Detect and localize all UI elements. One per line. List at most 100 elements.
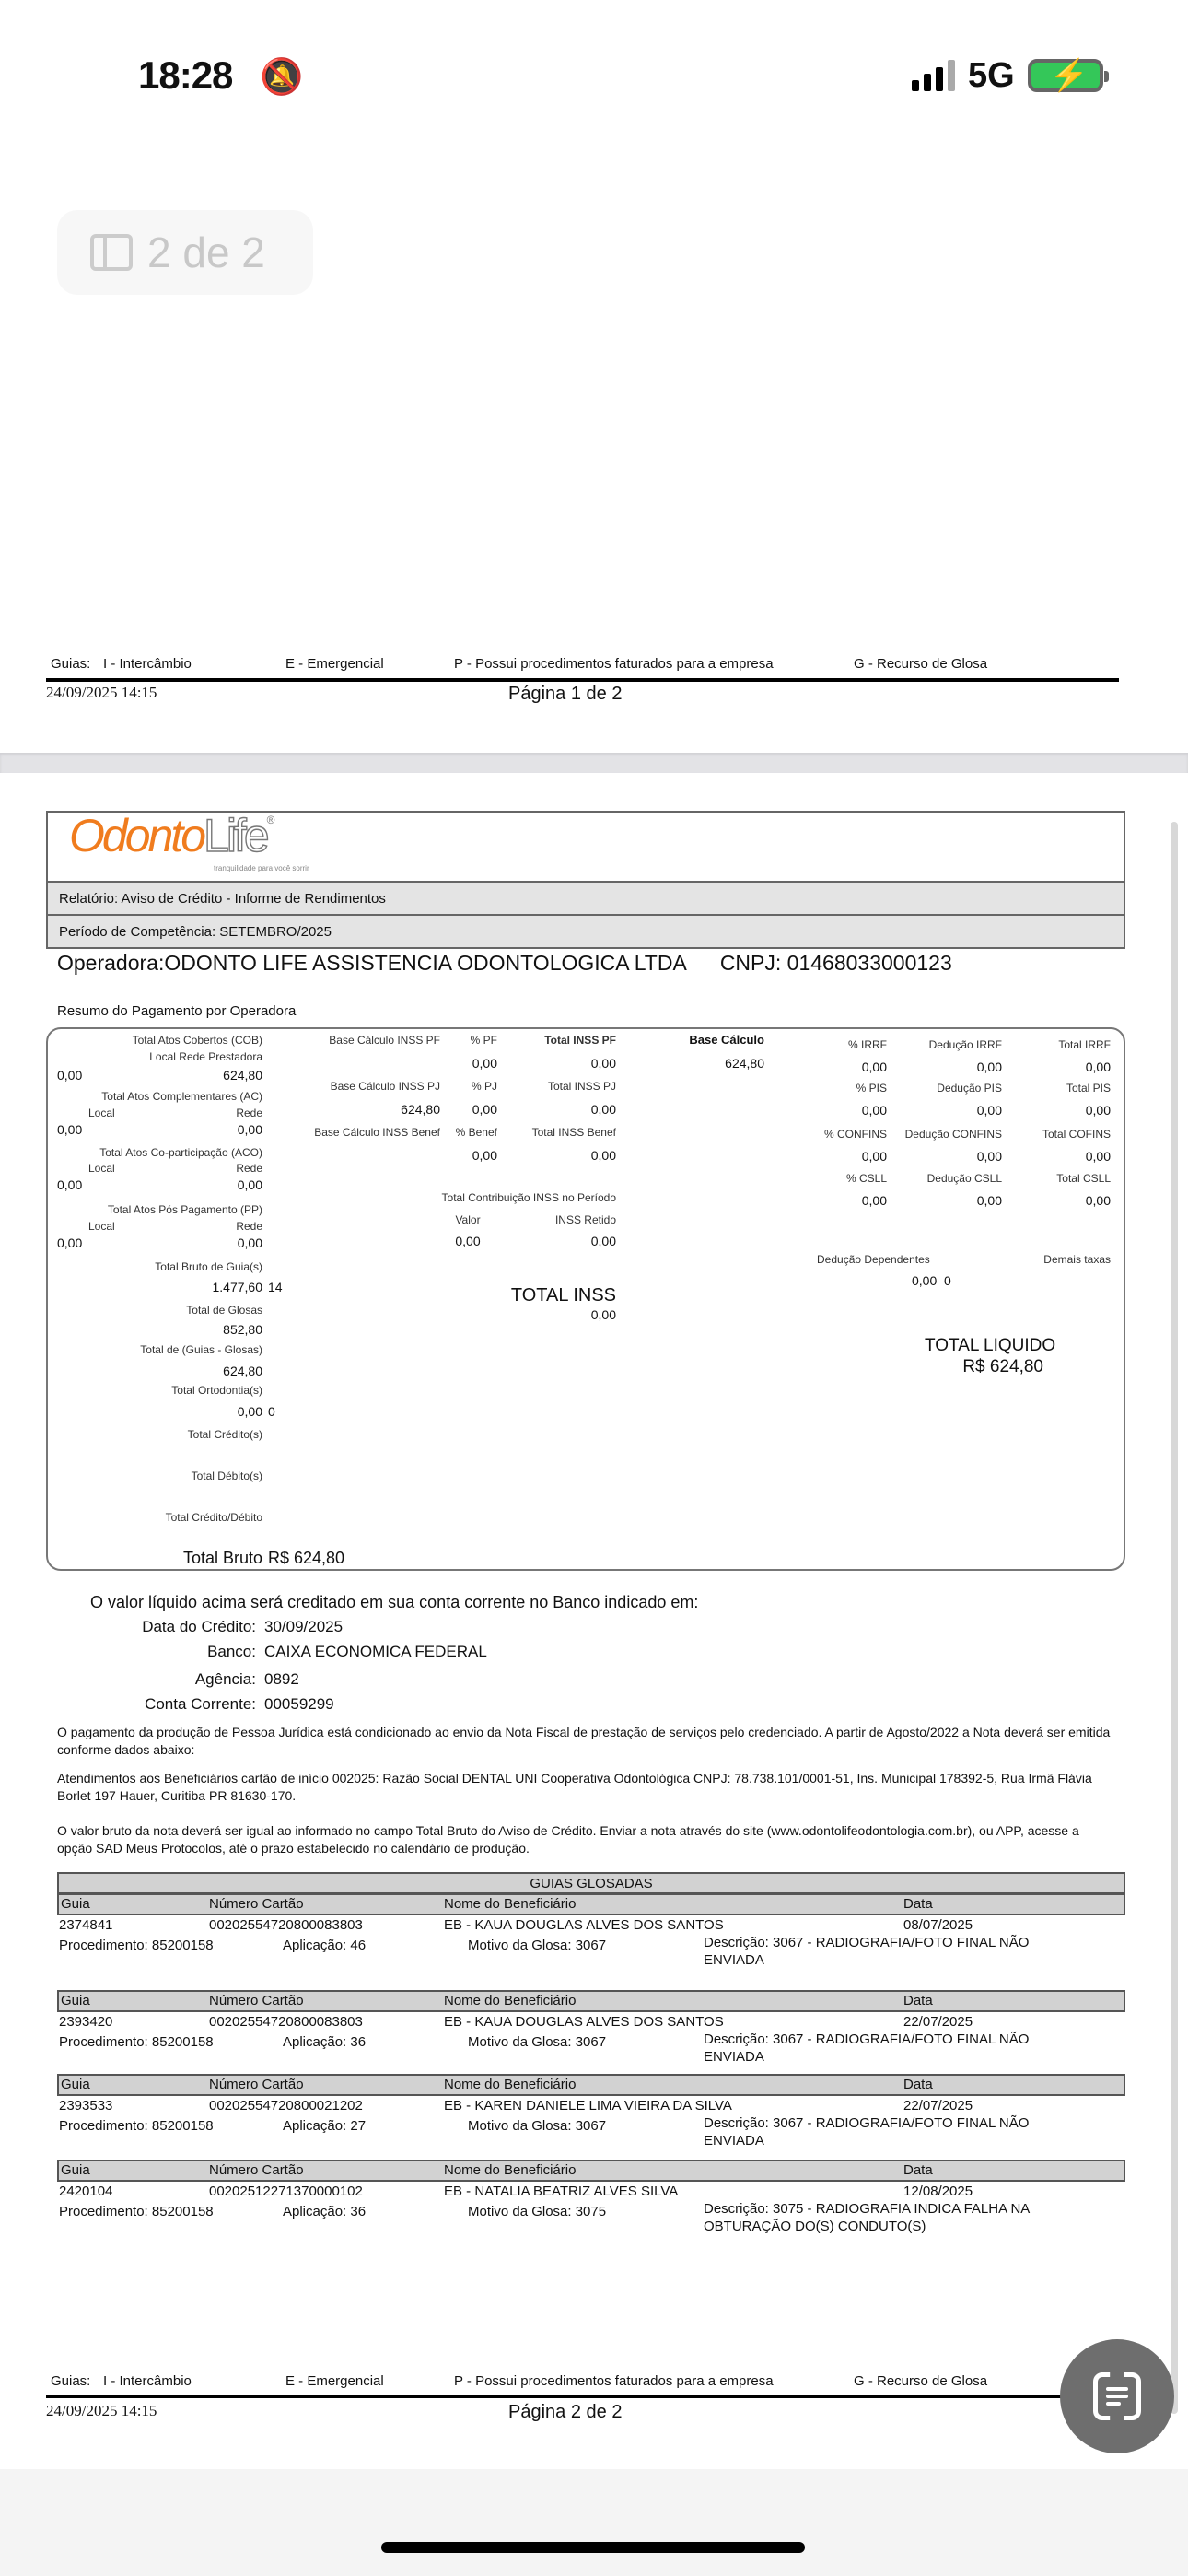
card-number: 00202554720800083803	[209, 2014, 363, 2030]
label: % CSLL	[845, 1172, 887, 1185]
column-header: Data	[903, 2077, 933, 2092]
label: Dedução Dependentes	[817, 1253, 930, 1266]
credit-value: 30/09/2025	[264, 1618, 344, 1635]
column-header: Número Cartão	[209, 1896, 304, 1912]
value: 0,00	[472, 1056, 497, 1071]
credit-value: CAIXA ECONOMICA FEDERAL	[264, 1643, 487, 1660]
label: Total de (Guias - Glosas)	[140, 1343, 262, 1356]
legend-item: P - Possui procedimentos faturados para …	[454, 656, 774, 672]
label: Total INSS PF	[544, 1034, 616, 1047]
column-header: Número Cartão	[209, 1993, 304, 2008]
credit-intro: O valor líquido acima será creditado em …	[90, 1593, 699, 1611]
label: Total Atos Pós Pagamento (PP)	[107, 1203, 262, 1216]
scrollbar[interactable]	[1171, 822, 1178, 2414]
label: Dedução CSLL	[926, 1172, 1002, 1185]
procedure: Procedimento: 85200158	[59, 2118, 214, 2134]
label: % Benef	[455, 1126, 497, 1139]
label: % CONFINS	[823, 1128, 887, 1141]
card-number: 00202512271370000102	[209, 2184, 363, 2199]
column-header: Guia	[61, 2077, 90, 2092]
credit-value: 0892	[264, 1670, 299, 1688]
label: Base Cálculo INSS PJ	[330, 1080, 440, 1093]
label: Total Crédito/Débito	[165, 1511, 262, 1524]
application: Aplicação: 36	[283, 2204, 367, 2219]
operator-row: Operadora:ODONTO LIFE ASSISTENCIA ODONTO…	[57, 951, 952, 976]
live-text-button[interactable]	[1060, 2339, 1174, 2453]
value: 0,00	[1085, 1193, 1111, 1208]
section-title: Resumo do Pagamento por Operadora	[57, 1003, 297, 1019]
legend-item: G - Recurso de Glosa	[854, 656, 988, 672]
label: Total COFINS	[1042, 1128, 1111, 1141]
label: Total Atos Complementares (AC)	[101, 1090, 262, 1103]
label: % IRRF	[848, 1038, 887, 1051]
battery-charging-icon: ⚡	[1027, 58, 1109, 93]
value: 0,00 0	[912, 1273, 951, 1288]
printed-date: 24/09/2025 14:15	[46, 2402, 157, 2419]
value: 0,00	[237, 1122, 262, 1137]
label: % PF	[470, 1034, 497, 1047]
gloss-reason: Motivo da Glosa: 3075	[468, 2204, 607, 2219]
gloss-reason: Motivo da Glosa: 3067	[468, 2034, 607, 2050]
value: 0,00	[590, 1102, 616, 1117]
column-header: Data	[903, 1993, 933, 2008]
value: 1.477,60	[212, 1280, 263, 1294]
signal-icon	[912, 60, 955, 91]
value: 0,00	[57, 1122, 83, 1137]
legend-label: Guias:	[51, 656, 91, 672]
value: 0,00	[1085, 1149, 1111, 1164]
label: Local	[88, 1107, 115, 1119]
total-inss-label: TOTAL INSS	[510, 1285, 616, 1306]
label: Total CSLL	[1056, 1172, 1111, 1185]
label: Local Rede Prestadora	[149, 1050, 262, 1063]
value: 0,00	[861, 1149, 887, 1164]
credit-label: Conta Corrente:	[145, 1695, 256, 1713]
application: Aplicação: 46	[283, 1938, 367, 1953]
value: 0,00	[976, 1060, 1002, 1074]
label: Local	[88, 1220, 115, 1233]
label: Valor	[455, 1213, 481, 1226]
gloss-description: Descrição: 3067 - RADIOGRAFIA/FOTO FINAL…	[704, 2032, 1030, 2065]
label: Base Cálculo	[689, 1033, 764, 1047]
operator-cnpj: CNPJ: 01468033000123	[719, 951, 952, 975]
column-header: Nome do Beneficiário	[444, 1993, 577, 2008]
home-indicator[interactable]	[381, 2542, 805, 2553]
card-number: 00202554720800083803	[209, 1917, 363, 1933]
value: 0,00	[1085, 1060, 1111, 1074]
period-value: Período de Competência: SETEMBRO/2025	[59, 924, 332, 940]
value: 0,00	[472, 1102, 497, 1117]
total-bruto-value: R$ 624,80	[268, 1549, 345, 1567]
total-bruto-label: Total Bruto	[182, 1549, 262, 1567]
label: Total INSS PJ	[547, 1080, 616, 1093]
beneficiary-name: EB - KAUA DOUGLAS ALVES DOS SANTOS	[444, 2014, 724, 2030]
value: 0,00	[237, 1235, 262, 1250]
value: 0,00	[1085, 1103, 1111, 1118]
printed-date: 24/09/2025 14:15	[46, 684, 157, 701]
page-indicator[interactable]: 2 de 2	[57, 210, 313, 295]
page-number: Página 2 de 2	[508, 2402, 623, 2422]
table-header-row: Guia Número Cartão Nome do Beneficiário Dat…	[57, 1893, 1125, 1915]
note-beneficiarios: Atendimentos aos Beneficiários cartão de…	[57, 1771, 1092, 1803]
odontolife-logo: OdontoLife®	[69, 810, 274, 861]
value: 0,00	[861, 1103, 887, 1118]
value: 0,00	[237, 1404, 262, 1419]
value: 624,80	[223, 1364, 262, 1378]
value: 0,00	[976, 1103, 1002, 1118]
table-header-row: Guia Número Cartão Nome do Beneficiário Dat…	[57, 2160, 1125, 2182]
label: Total Ortodontia(s)	[171, 1384, 262, 1397]
label: Total Bruto de Guia(s)	[155, 1260, 262, 1273]
value: 624,80	[401, 1102, 440, 1117]
legend-item: I - Intercâmbio	[103, 656, 192, 672]
label: Total Atos Cobertos (COB)	[132, 1034, 262, 1047]
value: 0,00	[861, 1060, 887, 1074]
beneficiary-name: EB - NATALIA BEATRIZ ALVES SILVA	[444, 2184, 679, 2199]
label: Total IRRF	[1058, 1038, 1111, 1051]
period-row: Período de Competência: SETEMBRO/2025	[46, 914, 1125, 949]
label: Base Cálculo INSS PF	[329, 1034, 440, 1047]
value: 0,00	[590, 1234, 616, 1248]
label: Dedução CONFINS	[904, 1128, 1002, 1141]
column-header: Nome do Beneficiário	[444, 1896, 577, 1912]
network-type: 5G	[968, 55, 1015, 95]
divider	[46, 678, 1119, 682]
value: 0,00	[590, 1148, 616, 1163]
procedure: Procedimento: 85200158	[59, 2204, 214, 2219]
